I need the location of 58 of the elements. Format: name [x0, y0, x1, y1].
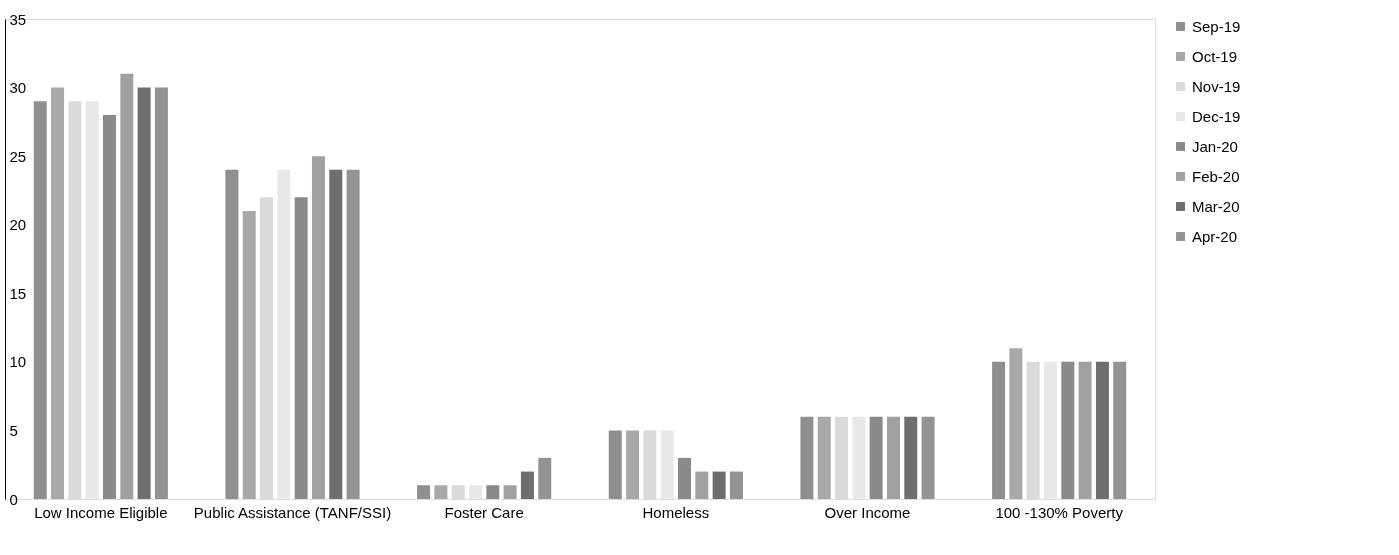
y-tick-label: 35 [9, 10, 27, 28]
y-tick-label: 15 [9, 284, 27, 302]
bar [51, 87, 65, 499]
x-tick-label: Over Income [824, 503, 911, 521]
bar [886, 416, 900, 499]
y-tick-label: 30 [9, 79, 27, 97]
bar [538, 457, 552, 499]
bar [800, 416, 814, 499]
legend-label: Sep-19 [1192, 17, 1241, 35]
bar [712, 471, 726, 499]
bar [1061, 361, 1075, 499]
bar [904, 416, 918, 499]
x-tick-label: Public Assistance (TANF/SSI) [193, 503, 392, 521]
x-tick-label: Foster Care [444, 503, 524, 521]
bar [33, 101, 47, 499]
x-tick-label: 100 -130% Poverty [995, 503, 1124, 521]
bar [1113, 361, 1127, 499]
bar [434, 485, 448, 499]
legend-label: Mar-20 [1192, 197, 1240, 215]
bar [242, 211, 256, 499]
legend-label: Jan-20 [1192, 137, 1238, 155]
legend-label: Nov-19 [1192, 77, 1241, 95]
x-tick-label: Homeless [642, 503, 710, 521]
y-tick-label: 10 [9, 353, 27, 371]
y-tick-label: 25 [9, 147, 27, 165]
legend-label: Dec-19 [1192, 107, 1241, 125]
bar [1095, 361, 1109, 499]
bar [120, 73, 134, 499]
bar [137, 87, 151, 499]
bar [486, 485, 500, 499]
bar [520, 471, 534, 499]
legend-label: Apr-20 [1192, 227, 1238, 245]
bar [1009, 348, 1023, 499]
x-tick-label: Low Income Eligible [34, 503, 168, 521]
bar [817, 416, 831, 499]
bar [678, 457, 691, 499]
bar [869, 416, 883, 499]
y-tick-label: 20 [9, 216, 27, 234]
legend-label: Feb-20 [1192, 167, 1240, 185]
bar [294, 197, 308, 499]
bar [417, 485, 431, 499]
bar [608, 430, 622, 499]
bar [103, 115, 116, 499]
bar [729, 471, 743, 499]
bar [1078, 361, 1092, 499]
bar [346, 169, 360, 499]
bar [154, 87, 168, 499]
bar [695, 471, 709, 499]
bar [329, 169, 343, 499]
bar [311, 156, 325, 499]
bar [921, 416, 935, 499]
bar [503, 485, 517, 499]
bar [626, 430, 640, 499]
legend-label: Oct-19 [1192, 47, 1238, 65]
bar [225, 169, 239, 499]
bar [992, 361, 1006, 499]
y-tick-label: 5 [9, 421, 18, 439]
y-tick-label: 0 [9, 490, 18, 508]
